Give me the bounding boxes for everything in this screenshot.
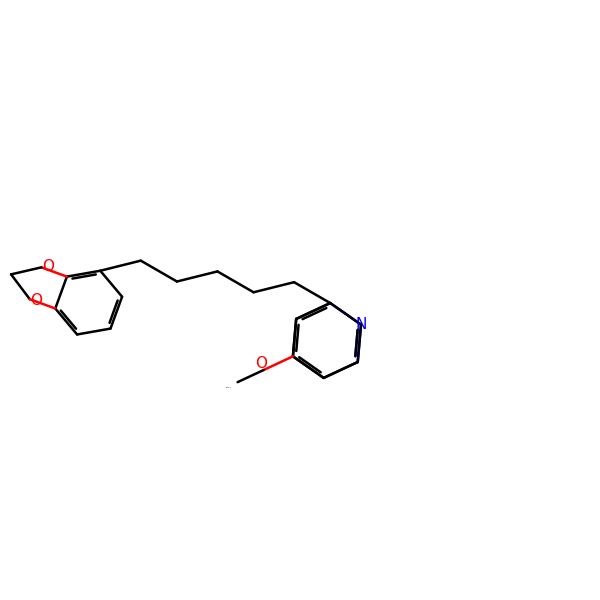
Text: O: O	[42, 259, 54, 274]
Text: N: N	[355, 317, 367, 332]
Text: methoxy: methoxy	[226, 386, 232, 388]
Text: O: O	[255, 356, 267, 371]
Text: O: O	[30, 293, 42, 308]
